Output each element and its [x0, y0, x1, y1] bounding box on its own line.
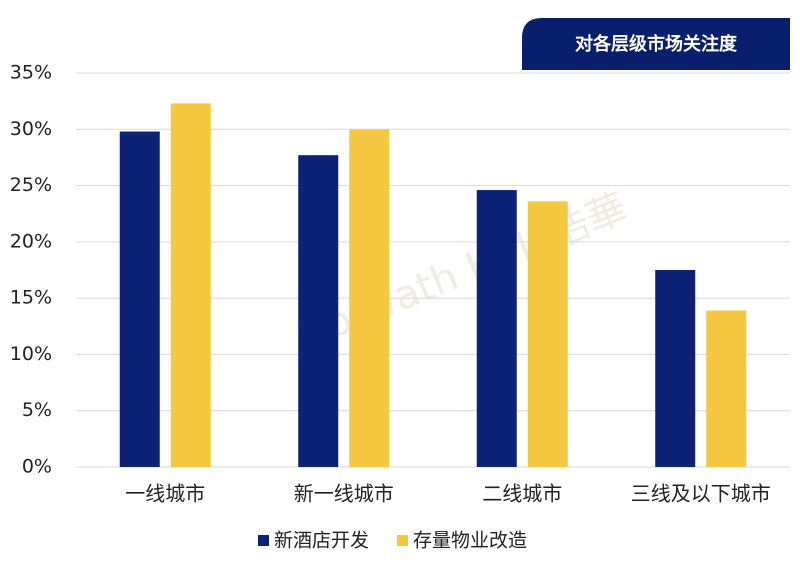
- y-tick-label: 10%: [10, 343, 52, 365]
- x-tick-label: 新一线城市: [294, 482, 394, 506]
- y-tick-label: 15%: [10, 287, 52, 309]
- legend-label: 新酒店开发: [274, 530, 369, 552]
- bar: [476, 190, 517, 467]
- y-tick-label: 30%: [10, 118, 52, 140]
- bar: [706, 310, 747, 467]
- bar: [527, 201, 568, 467]
- legend-swatch: [397, 535, 409, 546]
- x-tick-label: 二线城市: [482, 482, 562, 506]
- y-tick-label: 0%: [22, 456, 52, 478]
- y-tick-label: 20%: [10, 230, 52, 252]
- bar: [298, 155, 339, 468]
- x-tick-label: 一线城市: [125, 482, 205, 506]
- x-tick-label: 三线及以下城市: [631, 482, 771, 506]
- legend-swatch: [258, 535, 269, 546]
- legend-label: 存量物业改造: [413, 530, 527, 552]
- y-tick-label: 5%: [22, 399, 52, 421]
- y-tick-label: 25%: [10, 174, 52, 196]
- bar: [349, 129, 390, 468]
- bar: [170, 103, 211, 467]
- bar: [655, 270, 696, 467]
- watermark: Horwath HTL 浩華: [291, 185, 634, 359]
- y-tick-label: 35%: [10, 62, 52, 84]
- chart-title: 对各层级市场关注度: [575, 33, 738, 55]
- title-tab: [522, 18, 790, 70]
- bar: [119, 131, 160, 467]
